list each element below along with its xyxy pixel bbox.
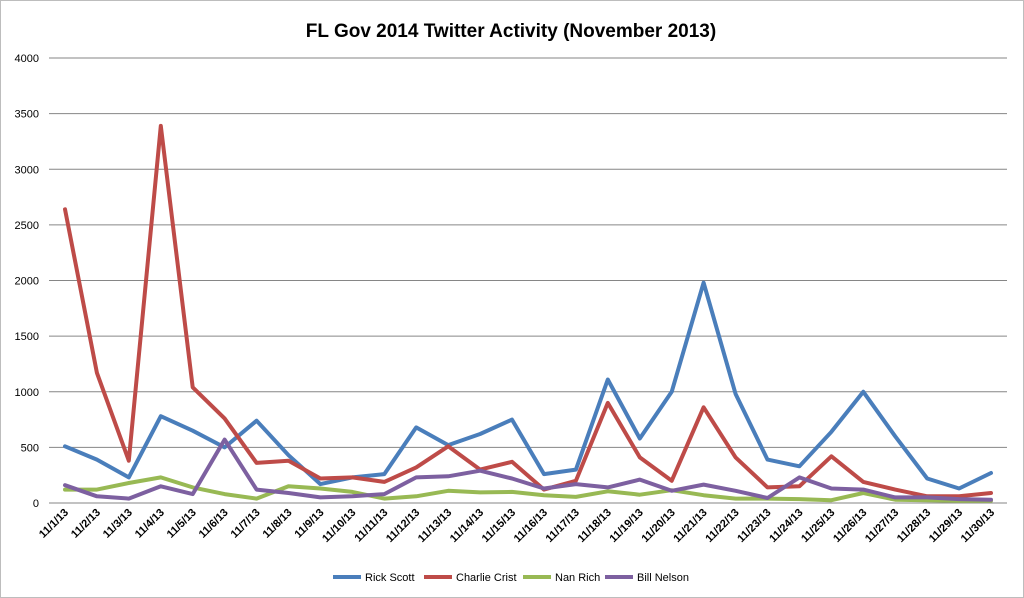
y-tick-label: 2000 xyxy=(15,276,39,288)
x-tick-label: 11/26/13 xyxy=(831,507,869,545)
x-tick-label: 11/10/13 xyxy=(320,507,358,545)
legend-label: Rick Scott xyxy=(365,572,415,584)
legend: Rick Scott Charlie Crist Nan Rich Bill Nels… xyxy=(333,572,689,584)
series-lines xyxy=(63,123,993,503)
x-tick-label: 11/23/13 xyxy=(735,507,773,545)
legend-label: Nan Rich xyxy=(555,572,600,584)
x-tick-label: 11/12/13 xyxy=(384,507,422,545)
x-tick-label: 11/4/13 xyxy=(133,507,167,541)
x-tick-label: 11/25/13 xyxy=(799,507,837,545)
y-tick-label: 3000 xyxy=(15,164,39,176)
x-tick-label: 11/28/13 xyxy=(895,507,933,545)
x-tick-label: 11/7/13 xyxy=(229,507,263,541)
x-tick-label: 11/22/13 xyxy=(703,507,741,545)
x-tick-label: 11/29/13 xyxy=(927,507,965,545)
y-tick-label: 1500 xyxy=(15,331,39,343)
x-tick-label: 11/30/13 xyxy=(959,507,997,545)
x-tick-label: 11/6/13 xyxy=(197,507,231,541)
x-tick-label: 11/19/13 xyxy=(608,507,646,545)
series-line-charlie-crist xyxy=(63,123,993,499)
x-tick-label: 11/27/13 xyxy=(863,507,901,545)
y-axis-ticks: 0 500 1000 1500 2000 2500 3000 3500 4000 xyxy=(15,53,39,510)
x-tick-label: 11/2/13 xyxy=(69,507,103,541)
x-tick-label: 11/11/13 xyxy=(353,507,391,545)
x-axis-ticks: 11/1/1311/2/1311/3/1311/4/1311/5/1311/6/… xyxy=(37,507,997,545)
x-tick-label: 11/15/13 xyxy=(480,507,518,545)
x-tick-label: 11/21/13 xyxy=(671,507,709,545)
x-tick-label: 11/17/13 xyxy=(544,507,582,545)
y-tick-label: 500 xyxy=(21,442,39,454)
x-tick-label: 11/5/13 xyxy=(165,507,199,541)
x-tick-label: 11/1/13 xyxy=(37,507,71,541)
chart-title: FL Gov 2014 Twitter Activity (November 2… xyxy=(306,21,716,42)
x-tick-label: 11/13/13 xyxy=(416,507,454,545)
legend-label: Charlie Crist xyxy=(456,572,517,584)
x-tick-label: 11/24/13 xyxy=(767,507,805,545)
gridlines xyxy=(49,57,1007,504)
x-tick-label: 11/14/13 xyxy=(448,507,486,545)
legend-label: Bill Nelson xyxy=(637,572,689,584)
series-line-rick-scott xyxy=(63,280,993,491)
x-tick-label: 11/20/13 xyxy=(639,507,677,545)
x-tick-label: 11/18/13 xyxy=(576,507,614,545)
y-tick-label: 4000 xyxy=(15,53,39,65)
x-tick-label: 11/16/13 xyxy=(512,507,550,545)
y-tick-label: 1000 xyxy=(15,387,39,399)
x-tick-label: 11/8/13 xyxy=(261,507,295,541)
series-line-nan-rich xyxy=(63,475,993,503)
x-tick-label: 11/3/13 xyxy=(101,507,135,541)
series-line-bill-nelson xyxy=(63,437,993,502)
y-tick-label: 2500 xyxy=(15,220,39,232)
y-tick-label: 3500 xyxy=(15,109,39,121)
y-tick-label: 0 xyxy=(33,498,39,510)
